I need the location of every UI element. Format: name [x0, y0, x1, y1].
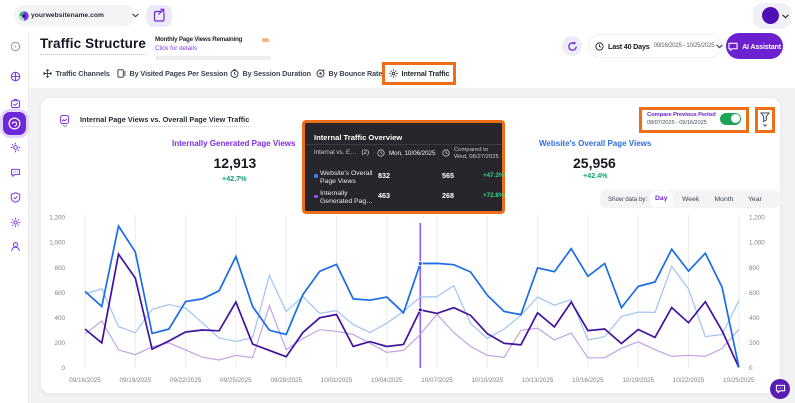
svg-text:1,200: 1,200: [749, 215, 765, 222]
svg-text:600: 600: [54, 290, 65, 297]
svg-text:200: 200: [54, 340, 65, 347]
svg-text:0: 0: [61, 365, 65, 372]
svg-text:800: 800: [749, 265, 760, 272]
svg-text:1,000: 1,000: [49, 240, 65, 247]
svg-text:0: 0: [749, 365, 753, 372]
svg-text:800: 800: [54, 265, 65, 272]
svg-text:1,000: 1,000: [749, 240, 765, 247]
svg-text:400: 400: [54, 315, 65, 322]
svg-text:09/25/2025: 09/25/2025: [220, 377, 252, 384]
svg-text:10/07/2025: 10/07/2025: [421, 377, 453, 384]
svg-text:200: 200: [749, 340, 760, 347]
svg-text:09/16/2025: 09/16/2025: [69, 377, 101, 384]
svg-text:10/19/2025: 10/19/2025: [622, 377, 654, 384]
svg-text:400: 400: [749, 315, 760, 322]
svg-text:10/13/2025: 10/13/2025: [522, 377, 554, 384]
svg-text:09/28/2025: 09/28/2025: [270, 377, 302, 384]
svg-text:10/04/2025: 10/04/2025: [371, 377, 403, 384]
svg-text:10/01/2025: 10/01/2025: [321, 377, 353, 384]
svg-text:10/10/2025: 10/10/2025: [472, 377, 504, 384]
svg-text:09/19/2025: 09/19/2025: [120, 377, 152, 384]
svg-text:09/22/2025: 09/22/2025: [170, 377, 202, 384]
svg-text:1,200: 1,200: [49, 215, 65, 222]
svg-text:600: 600: [749, 290, 760, 297]
svg-text:10/16/2025: 10/16/2025: [572, 377, 604, 384]
svg-text:10/22/2025: 10/22/2025: [673, 377, 705, 384]
svg-text:10/25/2025: 10/25/2025: [723, 377, 755, 384]
